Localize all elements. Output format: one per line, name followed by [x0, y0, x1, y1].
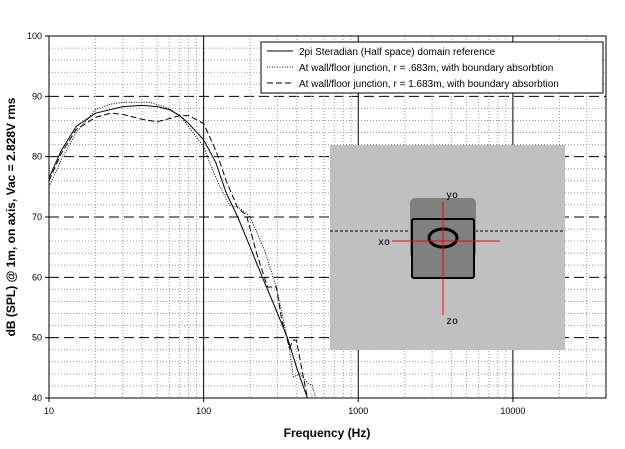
- legend-label: At wall/floor junction, r = 1.683m, with…: [299, 79, 559, 90]
- y-tick-label: 80: [32, 152, 42, 162]
- y-tick-label: 100: [27, 31, 42, 41]
- series-line-dashed: [48, 112, 308, 399]
- x-tick-label: 10000: [500, 406, 525, 416]
- x-axis-label: Frequency (Hz): [284, 426, 371, 440]
- y-tick-label: 90: [32, 91, 42, 101]
- y-tick-label: 40: [32, 393, 42, 403]
- series-line-solid: [48, 104, 308, 399]
- legend-label: At wall/floor junction, r = .683m, with …: [299, 63, 553, 74]
- curves: [48, 101, 317, 399]
- x-tick-label: 100: [196, 406, 211, 416]
- x-origin-label: xo: [378, 237, 390, 248]
- y-tick-label: 60: [32, 272, 42, 282]
- z-origin-label: zo: [446, 316, 458, 327]
- y-tick-label: 50: [32, 333, 42, 343]
- legend: 2pi Steradian (Half space) domain refere…: [260, 41, 604, 94]
- y-tick-label: 70: [32, 212, 42, 222]
- y-axis-label: dB (SPL) @ 1m, on axis, Vac = 2.828V rms: [4, 97, 18, 336]
- y-origin-label: yo: [446, 190, 458, 201]
- x-tick-label: 1000: [348, 406, 368, 416]
- legend-label: 2pi Steradian (Half space) domain refere…: [299, 47, 496, 58]
- series-line-dotted: [48, 101, 317, 399]
- legend-box: [260, 41, 604, 94]
- speaker-position-inset: yo xo zo: [330, 145, 565, 350]
- x-tick-label: 10: [44, 406, 54, 416]
- ticks: 40 50 60 70 80 90 100 10 100 1000 10000: [27, 31, 525, 416]
